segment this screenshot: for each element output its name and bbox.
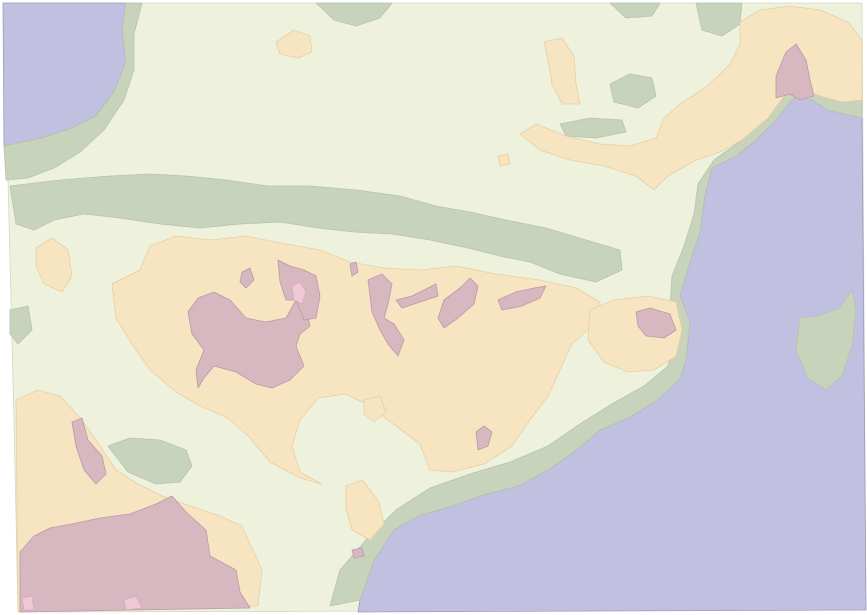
highland-north-strip [543, 37, 581, 105]
lowland-southwest [107, 437, 193, 485]
lowland-north-1 [315, 2, 393, 27]
lowland-island [795, 289, 857, 391]
highland-west-spot [35, 237, 73, 293]
highland-northeast [519, 5, 863, 191]
mountain-small-d [351, 547, 365, 559]
lowland-east-coast [329, 87, 863, 607]
mountain-small-b [475, 425, 493, 451]
highland-central-plateau [111, 235, 601, 485]
lowland-patch-a [609, 73, 657, 109]
highland-north-spot-2 [497, 153, 511, 167]
mountain-small-a [239, 267, 255, 289]
mountain-small-c [349, 261, 359, 277]
mountain-southwest-ridge [71, 417, 107, 485]
mountain-ridge-b [367, 273, 405, 357]
peak-central [291, 281, 307, 305]
mountain-east [635, 307, 677, 339]
mountain-northeast-peak [775, 43, 815, 101]
highland-south-spot [363, 395, 387, 423]
mountain-southwest-range [19, 495, 251, 613]
mountain-ridge-e [497, 285, 547, 311]
peak-southwest [123, 595, 143, 611]
highland-south-ridge [345, 479, 385, 541]
mountain-ridge-c [395, 283, 439, 309]
mountain-central-massif [187, 291, 311, 389]
lowland-central-band [9, 173, 623, 283]
lowland-north-3 [695, 2, 743, 37]
lowland-west-edge [9, 305, 33, 345]
lowland-north-2 [609, 2, 661, 19]
lowland-west-coast [3, 2, 143, 181]
peak-southwest-2 [21, 595, 35, 611]
highland-north-spot [275, 29, 313, 59]
mountain-ridge-d [437, 277, 479, 329]
